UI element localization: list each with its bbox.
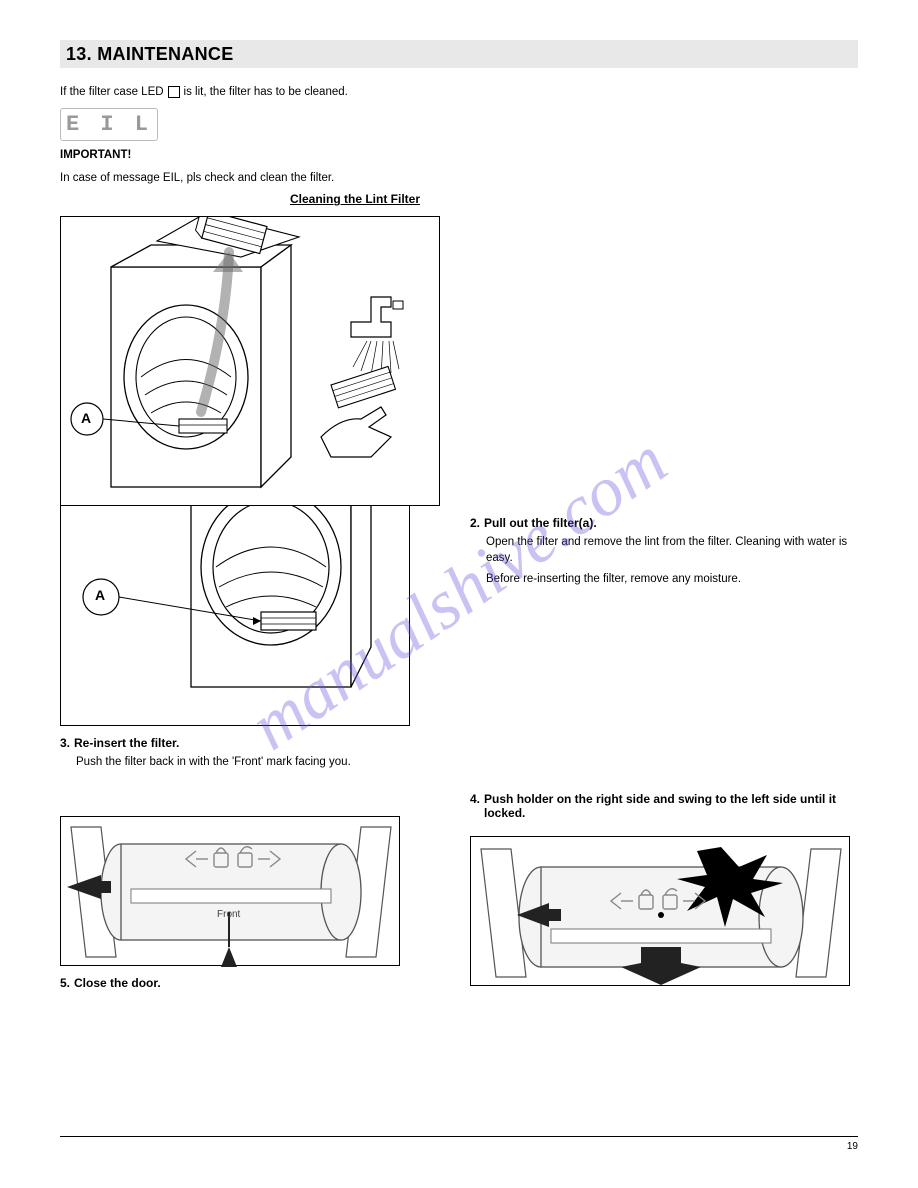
important-label: IMPORTANT! xyxy=(60,149,131,161)
step2-number: 2. xyxy=(470,516,480,530)
page-footer: 19 xyxy=(60,1136,858,1152)
intro-text-2: is lit, the filter has to be cleaned. xyxy=(184,86,348,98)
important-text: In case of message EIL, pls check and cl… xyxy=(60,170,858,187)
intro-row: If the filter case LED is lit, the filte… xyxy=(60,86,858,98)
step4-number: 4. xyxy=(470,792,480,806)
page-number: 19 xyxy=(847,1141,858,1152)
step2-extra: Before re-inserting the filter, remove a… xyxy=(486,571,850,587)
step5-number: 5. xyxy=(60,976,70,990)
section-header: 13. MAINTENANCE xyxy=(60,40,858,68)
fig1-label: A xyxy=(95,587,105,603)
figure-4-lock-close xyxy=(470,836,850,986)
step3-number: 3. xyxy=(60,736,70,750)
fig2-label: A xyxy=(81,410,91,426)
step-5-block: 5. Close the door. xyxy=(60,976,420,994)
important-block: IMPORTANT! xyxy=(60,147,858,164)
step3-title: Re-insert the filter. xyxy=(74,736,179,750)
step-4-block: 4. Push holder on the right side and swi… xyxy=(470,792,850,824)
step-2-block: 2. Pull out the filter(a). Open the filt… xyxy=(470,516,850,586)
svg-text:Front: Front xyxy=(217,909,241,920)
step2-desc: Open the filter and remove the lint from… xyxy=(486,534,850,566)
display-readout: E I L xyxy=(60,108,158,141)
figure-2: A xyxy=(60,216,440,506)
display-code: E I L xyxy=(66,112,152,137)
subsection-title: Cleaning the Lint Filter xyxy=(290,192,858,206)
intro-text-1: If the filter case LED xyxy=(60,86,164,98)
step-3-block: 3. Re-insert the filter. Push the filter… xyxy=(60,736,420,770)
step2-title: Pull out the filter(a). xyxy=(484,516,597,530)
step3-desc: Push the filter back in with the 'Front'… xyxy=(76,754,420,770)
step5-title: Close the door. xyxy=(74,976,161,990)
figure-3-lock-insert: Front xyxy=(60,816,400,966)
step4-title: Push holder on the right side and swing … xyxy=(484,792,850,820)
led-icon xyxy=(168,86,180,98)
